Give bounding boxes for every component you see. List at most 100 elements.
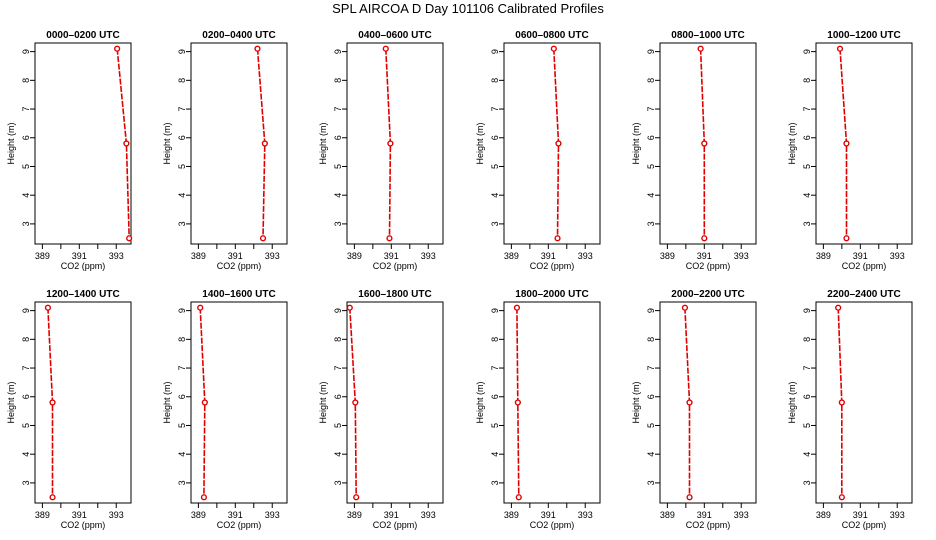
panel-frame bbox=[659, 42, 757, 245]
y-tick-label: 6 bbox=[802, 135, 812, 140]
x-tick-label: 391 bbox=[853, 510, 868, 520]
y-tick-label: 3 bbox=[490, 480, 500, 485]
y-tick-label: 8 bbox=[490, 337, 500, 342]
y-tick-label: 4 bbox=[802, 193, 812, 198]
y-tick-label: 9 bbox=[802, 308, 812, 313]
panel-title: 0800–1000 UTC bbox=[671, 30, 744, 41]
y-tick-label: 3 bbox=[490, 221, 500, 226]
y-tick-label: 7 bbox=[177, 366, 187, 371]
x-tick-label: 393 bbox=[578, 510, 593, 520]
profile-point bbox=[843, 235, 850, 242]
profile-point bbox=[123, 140, 130, 147]
profile-point bbox=[838, 494, 845, 501]
x-axis-label: CO2 (ppm) bbox=[842, 520, 887, 530]
x-tick-label: 393 bbox=[109, 510, 124, 520]
y-tick-label: 8 bbox=[646, 337, 656, 342]
profile-point bbox=[513, 304, 521, 311]
y-tick-label: 7 bbox=[490, 107, 500, 112]
y-tick-label: 5 bbox=[490, 164, 500, 169]
y-tick-label: 5 bbox=[21, 423, 31, 428]
y-axis-label: Height (m) bbox=[631, 122, 641, 164]
panel-frame bbox=[34, 42, 132, 245]
y-tick-label: 5 bbox=[21, 164, 31, 169]
panel-title: 0400–0600 UTC bbox=[358, 30, 431, 41]
x-tick-label: 393 bbox=[734, 510, 749, 520]
y-tick-label: 5 bbox=[646, 164, 656, 169]
y-tick-label: 6 bbox=[802, 394, 812, 399]
y-tick-label: 8 bbox=[646, 78, 656, 83]
x-tick-label: 391 bbox=[72, 251, 87, 261]
profile-point bbox=[254, 45, 261, 52]
profile-point bbox=[686, 399, 693, 406]
profile-point bbox=[701, 140, 708, 147]
profile-point bbox=[346, 304, 353, 311]
x-tick-label: 391 bbox=[228, 510, 243, 520]
x-tick-label: 393 bbox=[890, 251, 905, 261]
x-axis-label: CO2 (ppm) bbox=[686, 261, 731, 271]
y-tick-label: 7 bbox=[333, 366, 343, 371]
profile-point bbox=[686, 494, 693, 501]
y-tick-label: 4 bbox=[490, 193, 500, 198]
y-tick-label: 8 bbox=[177, 337, 187, 342]
profile-point bbox=[197, 304, 204, 311]
y-axis-label: Height (m) bbox=[318, 122, 328, 164]
y-tick-label: 8 bbox=[802, 337, 812, 342]
profile-point bbox=[843, 140, 850, 147]
y-axis-label: Height (m) bbox=[162, 122, 172, 164]
y-tick-label: 5 bbox=[177, 164, 187, 169]
profile-point bbox=[836, 45, 844, 52]
y-tick-label: 6 bbox=[646, 394, 656, 399]
y-tick-label: 9 bbox=[177, 308, 187, 313]
x-axis-label: CO2 (ppm) bbox=[373, 520, 418, 530]
panel-title: 2000–2200 UTC bbox=[671, 289, 744, 300]
y-tick-label: 9 bbox=[646, 49, 656, 54]
profile-point bbox=[838, 399, 845, 406]
y-tick-label: 4 bbox=[177, 452, 187, 457]
profile-point bbox=[201, 399, 208, 406]
profile-point bbox=[386, 235, 393, 242]
y-tick-label: 9 bbox=[177, 49, 187, 54]
y-tick-label: 4 bbox=[21, 452, 31, 457]
y-axis-label: Height (m) bbox=[475, 122, 485, 164]
profile-point bbox=[514, 399, 521, 406]
y-tick-label: 7 bbox=[21, 107, 31, 112]
y-tick-label: 4 bbox=[646, 452, 656, 457]
x-tick-label: 389 bbox=[35, 510, 50, 520]
x-tick-label: 389 bbox=[504, 251, 519, 261]
y-tick-label: 6 bbox=[177, 394, 187, 399]
y-tick-label: 9 bbox=[21, 49, 31, 54]
x-tick-label: 391 bbox=[228, 251, 243, 261]
y-axis-label: Height (m) bbox=[162, 381, 172, 423]
x-tick-label: 389 bbox=[191, 251, 206, 261]
panel-frame bbox=[503, 42, 601, 245]
panel-frame bbox=[815, 42, 913, 245]
y-tick-label: 5 bbox=[177, 423, 187, 428]
y-tick-label: 9 bbox=[490, 49, 500, 54]
y-tick-label: 3 bbox=[646, 480, 656, 485]
profile-point bbox=[697, 45, 704, 52]
y-axis-label: Height (m) bbox=[787, 381, 797, 423]
y-tick-label: 7 bbox=[21, 366, 31, 371]
y-tick-label: 7 bbox=[177, 107, 187, 112]
panel-frame bbox=[659, 301, 757, 504]
y-tick-label: 9 bbox=[490, 308, 500, 313]
y-tick-label: 4 bbox=[177, 193, 187, 198]
y-axis-label: Height (m) bbox=[318, 381, 328, 423]
x-tick-label: 391 bbox=[384, 510, 399, 520]
y-tick-label: 5 bbox=[333, 164, 343, 169]
x-tick-label: 393 bbox=[265, 510, 280, 520]
x-tick-label: 389 bbox=[35, 251, 50, 261]
y-axis-label: Height (m) bbox=[787, 122, 797, 164]
y-tick-label: 6 bbox=[177, 135, 187, 140]
x-axis-label: CO2 (ppm) bbox=[217, 520, 262, 530]
y-tick-label: 8 bbox=[177, 78, 187, 83]
y-tick-label: 5 bbox=[802, 423, 812, 428]
y-tick-label: 7 bbox=[333, 107, 343, 112]
y-tick-label: 6 bbox=[21, 394, 31, 399]
